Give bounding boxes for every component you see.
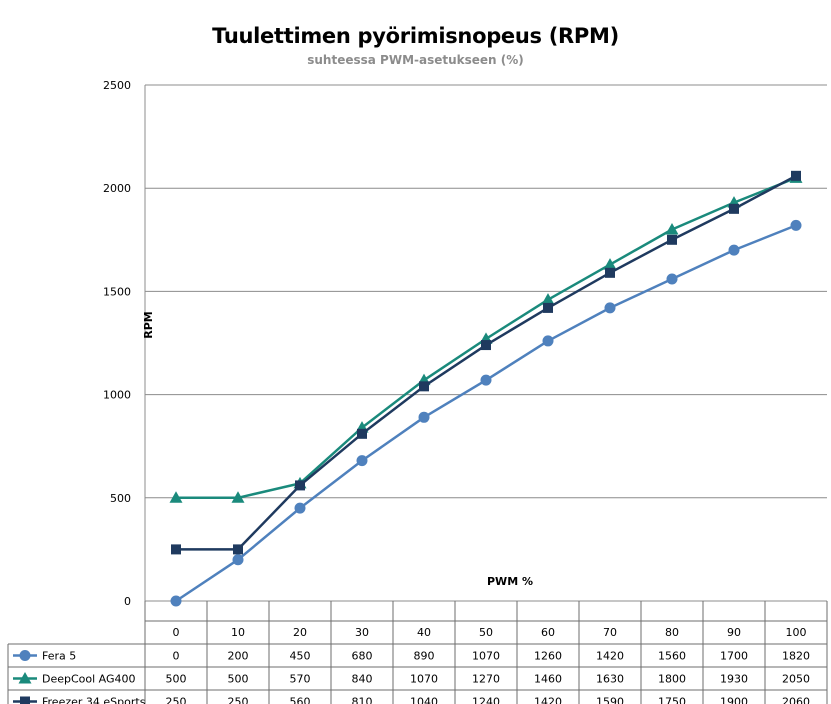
table-cell: 2050: [782, 673, 810, 686]
x-tick-label: 70: [603, 626, 617, 639]
y-tick-label: 2000: [103, 182, 131, 195]
table-cell: 1560: [658, 650, 686, 663]
table-cell: 1930: [720, 673, 748, 686]
data-point: [357, 428, 367, 439]
data-point: [541, 293, 555, 305]
legend-label: DeepCool AG400: [42, 673, 136, 686]
table-cell: 890: [414, 650, 435, 663]
y-tick-label: 500: [110, 492, 131, 505]
data-point: [294, 502, 306, 514]
table-cell: 500: [228, 673, 249, 686]
data-point: [604, 302, 616, 314]
table-cell: 500: [166, 673, 187, 686]
table-cell: 1260: [534, 650, 562, 663]
gridlines: [144, 84, 827, 602]
table-cell: 450: [290, 650, 311, 663]
table-cell: 1070: [472, 650, 500, 663]
data-point: [233, 544, 243, 555]
data-point: [480, 374, 492, 386]
x-tick-label: 30: [355, 626, 369, 639]
table-cell: 1460: [534, 673, 562, 686]
table-cell: 1590: [596, 696, 624, 704]
table-cell: 1630: [596, 673, 624, 686]
legend-key: [13, 672, 37, 684]
y-tick-label: 2500: [103, 79, 131, 92]
table-cell: 1750: [658, 696, 686, 704]
data-point: [169, 491, 183, 503]
data-point: [542, 335, 554, 347]
data-point: [790, 219, 802, 231]
data-point: [171, 544, 181, 555]
data-point: [729, 203, 739, 214]
data-point: [356, 455, 368, 467]
data-point: [603, 258, 617, 270]
table-cell: 1800: [658, 673, 686, 686]
table-cell: 570: [290, 673, 311, 686]
x-tick-label: 60: [541, 626, 555, 639]
data-point: [418, 411, 430, 423]
table-cell: 1420: [596, 650, 624, 663]
table-cell: 680: [352, 650, 373, 663]
x-tick-label: 10: [231, 626, 245, 639]
x-tick-label: 40: [417, 626, 431, 639]
series-2: [171, 170, 801, 555]
y-axis-ticks: 0 500 1000 1500 2000 2500: [103, 79, 131, 608]
table-cell: 1900: [720, 696, 748, 704]
chart-title: Tuulettimen pyörimisnopeus (RPM): [212, 24, 619, 48]
data-table: 0 10 20 30 40 50 60 70 80 90 100 Fera 5 0 200 450 680 89…: [7, 601, 828, 704]
series-lines: [169, 170, 803, 607]
y-tick-label: 0: [124, 595, 131, 608]
data-point: [665, 222, 679, 235]
data-point: [20, 696, 30, 704]
y-tick-label: 1500: [103, 285, 131, 298]
legend-label: Freezer 34 eSports: [42, 696, 146, 704]
table-cell: 2060: [782, 696, 810, 704]
data-point: [667, 234, 677, 245]
table-cell: 560: [290, 696, 311, 704]
y-axis-title: RPM: [142, 311, 155, 338]
data-point: [728, 244, 740, 256]
data-point: [481, 340, 491, 351]
data-point: [231, 491, 245, 503]
table-cell: 1040: [410, 696, 438, 704]
legend-key: [13, 696, 37, 704]
table-cell: 1270: [472, 673, 500, 686]
x-axis-title: PWM %: [487, 575, 533, 588]
x-tick-label: 80: [665, 626, 679, 639]
table-cell: 250: [166, 696, 187, 704]
y-tick-label: 1000: [103, 389, 131, 402]
data-point: [232, 554, 244, 566]
data-point: [170, 595, 182, 607]
table-cell: 1070: [410, 673, 438, 686]
legend-key: [13, 650, 37, 661]
data-point: [666, 273, 678, 285]
x-tick-label: 20: [293, 626, 307, 639]
data-point: [18, 672, 32, 684]
table-cell: 1420: [534, 696, 562, 704]
data-point: [605, 267, 615, 278]
table-cell: 1700: [720, 650, 748, 663]
chart-subtitle: suhteessa PWM-asetukseen (%): [307, 53, 524, 67]
table-cell: 840: [352, 673, 373, 686]
table-cell: 810: [352, 696, 373, 704]
data-point: [19, 650, 31, 661]
data-point: [295, 480, 305, 491]
data-point: [419, 381, 429, 392]
table-cell: 1820: [782, 650, 810, 663]
x-tick-label: 100: [786, 626, 807, 639]
legend-label: Fera 5: [42, 650, 76, 663]
x-tick-label: 0: [173, 626, 180, 639]
table-cell: 1240: [472, 696, 500, 704]
series-line: [176, 174, 797, 551]
data-point: [543, 302, 553, 313]
table-cell: 0: [173, 650, 180, 663]
x-tick-label: 90: [727, 626, 741, 639]
table-cell: 200: [228, 650, 249, 663]
x-tick-label: 50: [479, 626, 493, 639]
series-0: [170, 219, 802, 607]
series-line: [175, 224, 797, 603]
table-cell: 250: [228, 696, 249, 704]
data-point: [791, 170, 801, 181]
